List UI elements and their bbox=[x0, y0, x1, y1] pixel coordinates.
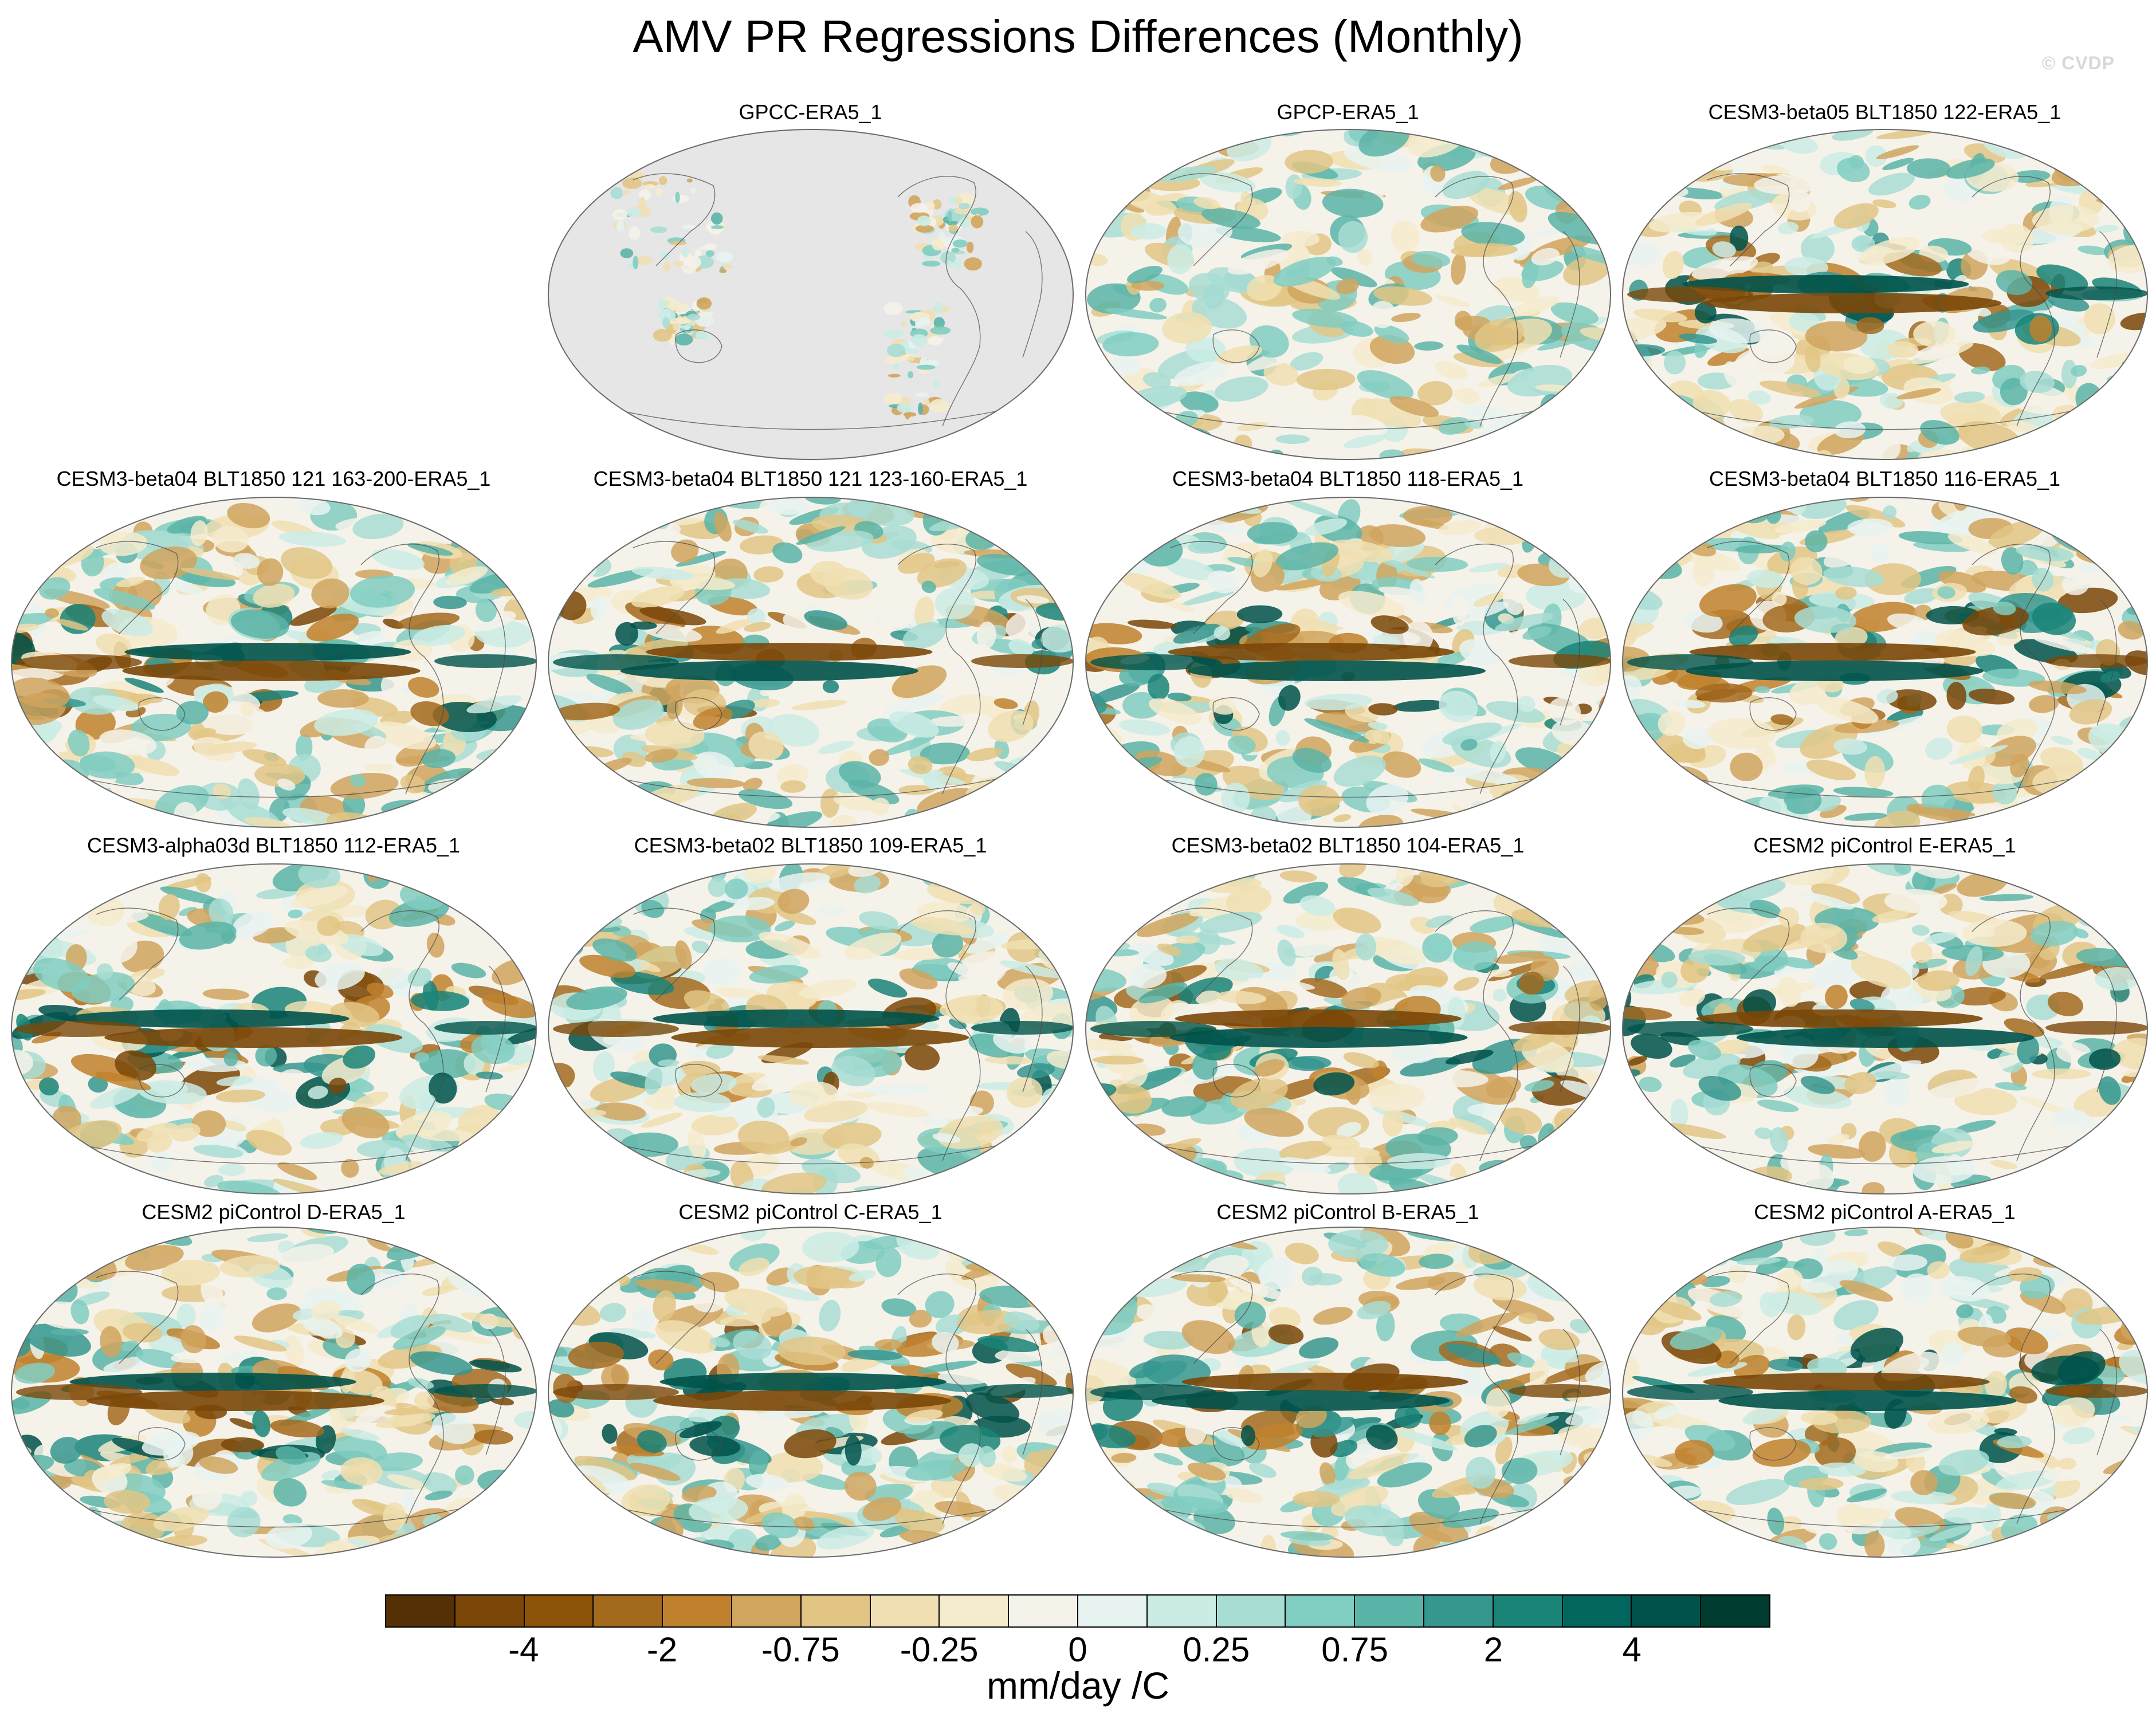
panel-title: CESM2 piControl A-ERA5_1 bbox=[1754, 1200, 2016, 1224]
colorbar-tick-label: 0 bbox=[1068, 1630, 1087, 1669]
robinson-map bbox=[548, 1227, 1074, 1558]
robinson-map bbox=[1085, 497, 1611, 828]
colorbar-swatch bbox=[1215, 1596, 1285, 1626]
colorbar-swatch bbox=[1077, 1596, 1146, 1626]
panel-title: CESM3-beta04 BLT1850 116-ERA5_1 bbox=[1709, 467, 2061, 490]
colorbar-swatch bbox=[1008, 1596, 1077, 1626]
robinson-map bbox=[1085, 863, 1611, 1194]
panel-grid: GPCC-ERA5_1 GPCP-ERA5_1 CESM3-beta05 BLT18… bbox=[11, 100, 2148, 1558]
colorbar-swatch bbox=[523, 1596, 593, 1626]
robinson-map bbox=[1085, 129, 1611, 460]
robinson-map bbox=[1622, 863, 2148, 1194]
robinson-map bbox=[1085, 1227, 1611, 1558]
colorbar bbox=[385, 1594, 1770, 1628]
robinson-map bbox=[548, 863, 1074, 1194]
panel-title: CESM3-beta05 BLT1850 122-ERA5_1 bbox=[1708, 100, 2061, 124]
panel-title: CESM2 piControl C-ERA5_1 bbox=[678, 1200, 942, 1224]
colorbar-swatch bbox=[1285, 1596, 1354, 1626]
colorbar-swatch bbox=[454, 1596, 524, 1626]
cvdp-watermark: © CVDP bbox=[2041, 53, 2115, 73]
colorbar-swatch bbox=[662, 1596, 731, 1626]
panel-title: CESM2 piControl E-ERA5_1 bbox=[1753, 834, 2016, 857]
colorbar-swatch bbox=[869, 1596, 939, 1626]
panel-title: CESM2 piControl D-ERA5_1 bbox=[142, 1200, 406, 1224]
panel-title: CESM3-beta04 BLT1850 118-ERA5_1 bbox=[1172, 467, 1524, 490]
colorbar-swatch bbox=[938, 1596, 1008, 1626]
colorbar-swatch bbox=[1423, 1596, 1493, 1626]
robinson-map bbox=[548, 497, 1074, 828]
figure-title: AMV PR Regressions Differences (Monthly) bbox=[633, 11, 1523, 62]
colorbar-swatch bbox=[800, 1596, 870, 1626]
panel-title: CESM3-beta02 BLT1850 104-ERA5_1 bbox=[1171, 834, 1525, 857]
colorbar-swatch bbox=[1700, 1596, 1769, 1626]
robinson-map bbox=[11, 863, 537, 1194]
colorbar-tick-label: -2 bbox=[646, 1630, 678, 1669]
colorbar-units-label: mm/day /C bbox=[986, 1664, 1170, 1707]
panel-title: CESM2 piControl B-ERA5_1 bbox=[1216, 1200, 1479, 1224]
panel-title: GPCP-ERA5_1 bbox=[1277, 100, 1419, 124]
colorbar-tick-label: 0.75 bbox=[1321, 1630, 1388, 1669]
colorbar-tick-label: 0.25 bbox=[1183, 1630, 1250, 1669]
panel-title: CESM3-beta04 BLT1850 121 123-160-ERA5_1 bbox=[593, 467, 1028, 490]
colorbar-swatch bbox=[592, 1596, 662, 1626]
colorbar-swatch bbox=[1631, 1596, 1701, 1626]
panel-title: CESM3-beta02 BLT1850 109-ERA5_1 bbox=[634, 834, 987, 857]
colorbar-swatch bbox=[1146, 1596, 1216, 1626]
robinson-map bbox=[1622, 1227, 2148, 1558]
robinson-map bbox=[11, 497, 537, 828]
colorbar-tick-label: -4 bbox=[508, 1630, 539, 1669]
robinson-map bbox=[1622, 129, 2148, 460]
colorbar-tick-label: -0.75 bbox=[761, 1630, 840, 1669]
colorbar-tick-label: -0.25 bbox=[900, 1630, 979, 1669]
panel-title: CESM3-alpha03d BLT1850 112-ERA5_1 bbox=[87, 834, 461, 857]
robinson-map bbox=[548, 129, 1074, 460]
colorbar-swatch bbox=[731, 1596, 800, 1626]
panel-title: CESM3-beta04 BLT1850 121 163-200-ERA5_1 bbox=[56, 467, 491, 490]
colorbar-tick-label: 2 bbox=[1483, 1630, 1503, 1669]
robinson-map bbox=[11, 1227, 537, 1558]
colorbar-swatch bbox=[1561, 1596, 1631, 1626]
colorbar-swatch bbox=[1492, 1596, 1562, 1626]
colorbar-swatch bbox=[1354, 1596, 1423, 1626]
colorbar-tick-label: 4 bbox=[1622, 1630, 1641, 1669]
robinson-map bbox=[1622, 497, 2148, 828]
panel-title: GPCC-ERA5_1 bbox=[739, 100, 882, 124]
colorbar-swatch bbox=[386, 1596, 454, 1626]
